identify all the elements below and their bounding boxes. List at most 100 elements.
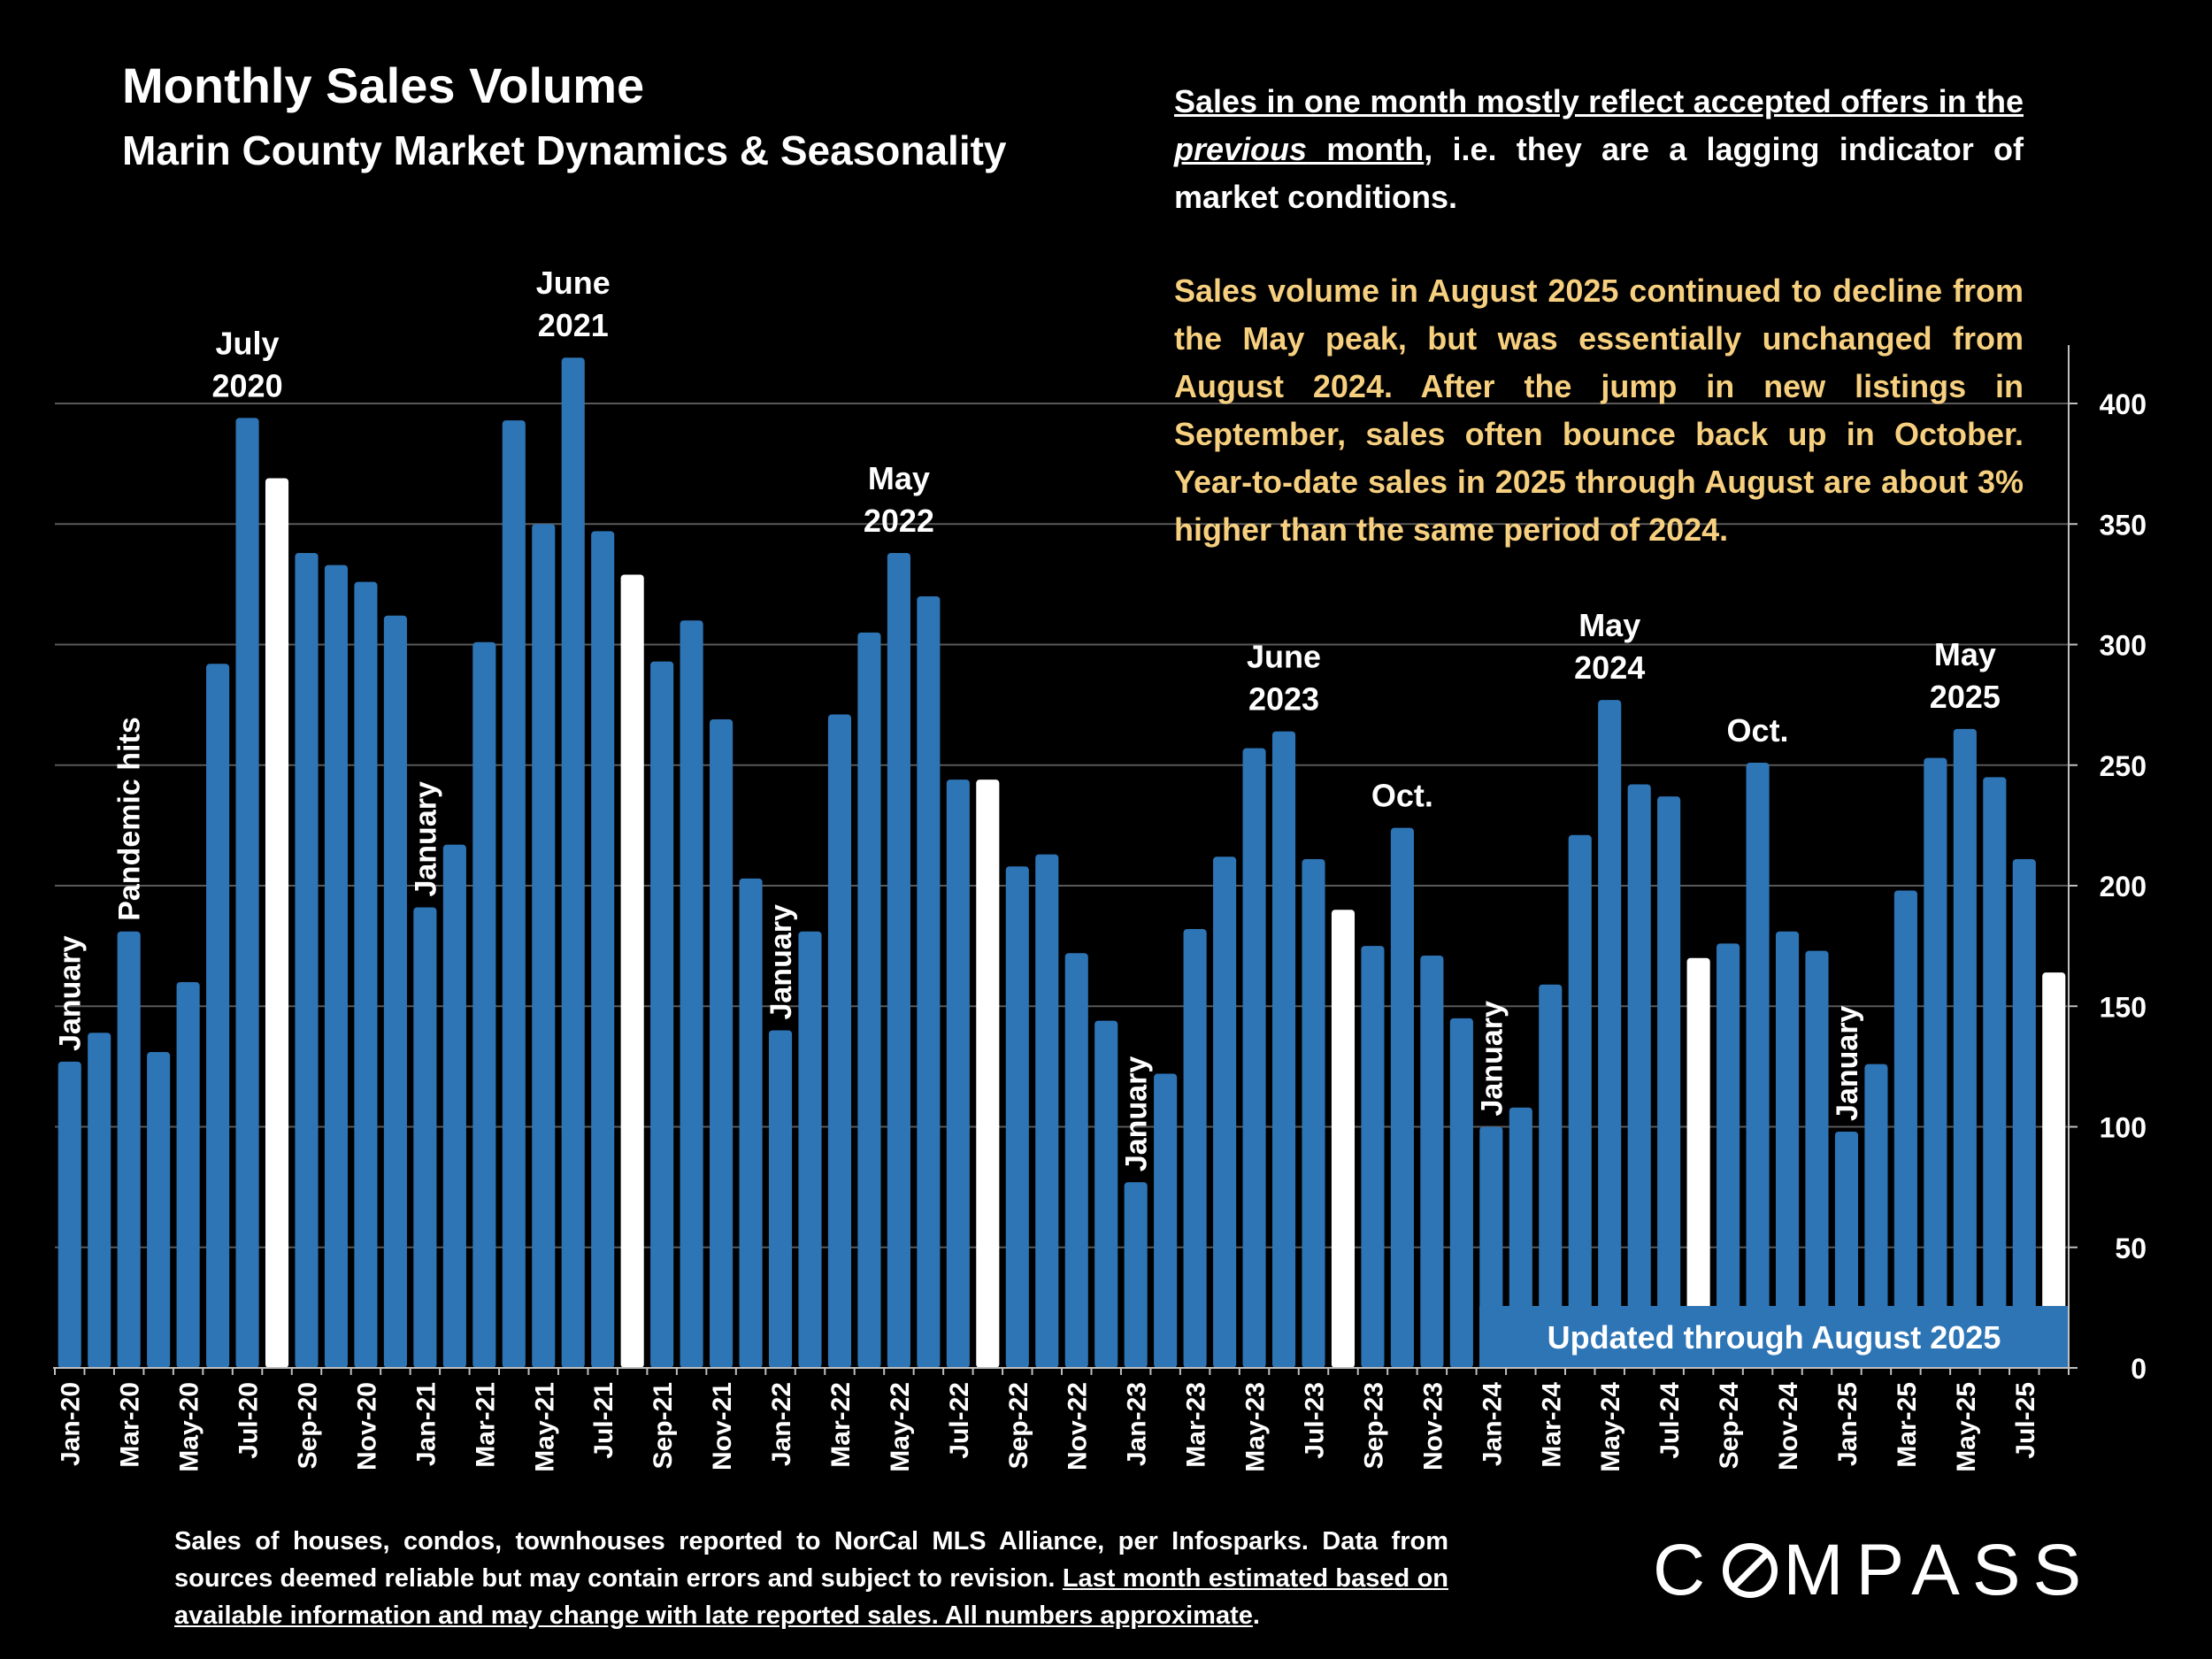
x-tick-label: Jan-23 <box>1123 1382 1152 1466</box>
bar-dec-24 <box>1805 950 1829 1368</box>
bar-feb-20 <box>88 1033 111 1368</box>
note-lagging-part-b: month <box>1307 131 1425 167</box>
bar-aug-23 <box>1331 910 1356 1368</box>
bar-apr-23 <box>1213 856 1237 1368</box>
annotation-label: May <box>868 460 930 496</box>
y-tick-label: 200 <box>2100 871 2147 902</box>
compass-o-icon <box>1723 1543 1778 1598</box>
footnote-end: . <box>1252 1601 1260 1630</box>
x-tick-label: Mar-20 <box>116 1382 145 1468</box>
bar-mar-20 <box>117 931 141 1368</box>
lagging-indicator-note: Sales in one month mostly reflect accept… <box>1174 78 2024 221</box>
x-tick-label: Nov-20 <box>352 1382 381 1471</box>
x-tick-label: Mar-23 <box>1182 1382 1211 1468</box>
annotation-label: 2024 <box>1574 649 1645 686</box>
bar-jul-20 <box>235 418 259 1369</box>
bar-dec-22 <box>1094 1020 1118 1368</box>
bar-apr-24 <box>1568 834 1592 1368</box>
compass-logo: C MPASS <box>1653 1529 2093 1612</box>
bar-jul-22 <box>946 780 970 1368</box>
annotation-label: 2022 <box>864 503 934 539</box>
bar-oct-24 <box>1746 763 1770 1368</box>
x-tick-label: Jul-24 <box>1655 1382 1685 1459</box>
x-tick-label: Mar-25 <box>1893 1382 1922 1468</box>
y-tick-label: 350 <box>2100 509 2147 541</box>
x-tick-label: Jul-23 <box>1301 1382 1330 1459</box>
x-tick-label: Sep-24 <box>1715 1382 1744 1470</box>
bar-jun-20 <box>206 664 230 1368</box>
x-tick-label: Jul-21 <box>589 1382 618 1459</box>
annotation-label: 2025 <box>1930 679 2001 715</box>
bar-jul-24 <box>1657 796 1681 1368</box>
x-tick-label: Mar-24 <box>1537 1382 1566 1468</box>
bar-sep-21 <box>650 661 674 1368</box>
bar-apr-20 <box>147 1052 171 1368</box>
footnote-underlined: Last month estimated based on available … <box>174 1564 1448 1630</box>
annotation-label: 2023 <box>1248 681 1319 718</box>
x-ticks <box>54 1368 2070 1375</box>
bar-sep-20 <box>295 552 319 1368</box>
x-tick-label: May-20 <box>175 1382 204 1472</box>
updated-through-label: Updated through August 2025 <box>1548 1319 2001 1356</box>
annotation-label: June <box>536 265 611 301</box>
bar-may-24 <box>1598 700 1622 1368</box>
annotation-january: January <box>1120 1056 1154 1171</box>
bar-apr-21 <box>502 420 526 1369</box>
x-tick-label: Sep-22 <box>1004 1382 1033 1469</box>
annotation-label: Oct. <box>1727 712 1789 749</box>
bar-aug-24 <box>1686 957 1710 1368</box>
footnote-text: Sales of houses, condos, townhouses repo… <box>174 1527 1448 1593</box>
bar-mar-25 <box>1893 890 1917 1368</box>
annotation-label: July <box>216 325 280 361</box>
bar-mar-23 <box>1183 929 1207 1368</box>
y-tick-label: 50 <box>2115 1233 2147 1264</box>
y-tick-label: 250 <box>2100 750 2147 782</box>
y-tick-label: 100 <box>2100 1112 2147 1144</box>
x-tick-label: Jan-22 <box>767 1382 796 1466</box>
bar-oct-21 <box>680 620 703 1368</box>
x-tick-label: Jan-25 <box>1833 1382 1863 1466</box>
bar-nov-23 <box>1420 956 1444 1368</box>
bar-dec-21 <box>739 878 763 1368</box>
bar-dec-20 <box>383 615 407 1368</box>
y-tick-label: 400 <box>2100 388 2147 420</box>
bar-dec-23 <box>1449 1018 1473 1368</box>
bar-aug-25 <box>2042 972 2066 1368</box>
bar-jul-25 <box>2012 859 2036 1368</box>
bar-jun-22 <box>917 596 941 1368</box>
x-tick-label: Jul-20 <box>234 1382 264 1459</box>
y-tick-label: 0 <box>2131 1353 2147 1385</box>
bar-mar-21 <box>472 641 496 1368</box>
x-tick-label: Sep-23 <box>1359 1382 1388 1469</box>
chart-subtitle: Marin County Market Dynamics & Seasonali… <box>122 127 1007 173</box>
bar-nov-20 <box>354 581 378 1368</box>
bar-jan-23 <box>1124 1182 1148 1368</box>
x-tick-label: Mar-22 <box>826 1382 856 1468</box>
bar-sep-22 <box>1005 866 1029 1368</box>
annotation-label: 2020 <box>212 367 283 403</box>
bar-feb-25 <box>1864 1064 1888 1368</box>
source-footnote: Sales of houses, condos, townhouses repo… <box>174 1523 1448 1634</box>
bar-apr-22 <box>857 632 881 1368</box>
bar-may-25 <box>1953 728 1977 1368</box>
x-tick-label: Jan-21 <box>411 1382 441 1466</box>
x-tick-label: Jul-25 <box>2011 1382 2040 1459</box>
x-tick-label: Nov-24 <box>1774 1382 1803 1471</box>
x-tick-label: Jan-24 <box>1478 1382 1507 1466</box>
bar-feb-23 <box>1154 1073 1178 1368</box>
annotation-january: January <box>409 781 442 896</box>
bar-mar-24 <box>1539 984 1563 1368</box>
annotation-label: May <box>1934 636 1996 672</box>
bar-jun-25 <box>1983 777 2007 1368</box>
logo-text-end: MPASS <box>1783 1530 2094 1610</box>
x-tick-label: Mar-21 <box>471 1382 500 1468</box>
bar-jun-23 <box>1271 731 1296 1368</box>
bar-oct-23 <box>1390 827 1414 1368</box>
august-2025-note: Sales volume in August 2025 continued to… <box>1174 273 2024 548</box>
x-tick-label: Sep-21 <box>649 1382 678 1469</box>
bar-aug-21 <box>620 574 644 1368</box>
bar-jan-21 <box>413 907 437 1368</box>
bar-sep-23 <box>1361 946 1385 1368</box>
annotation-label: May <box>1578 607 1640 643</box>
